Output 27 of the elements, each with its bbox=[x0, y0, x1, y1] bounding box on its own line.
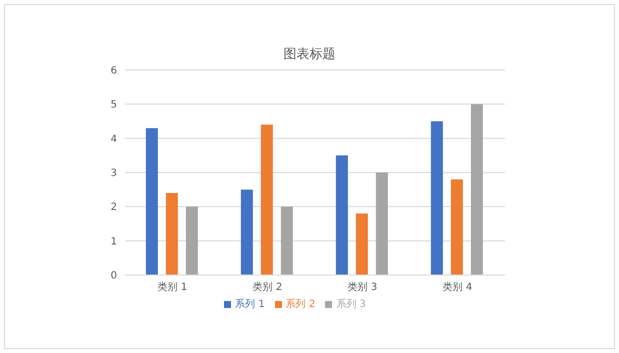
x-tick-label: 类别 2 bbox=[252, 281, 282, 294]
bar bbox=[376, 172, 388, 275]
bar bbox=[166, 193, 178, 275]
y-tick-label: 5 bbox=[110, 100, 117, 111]
y-tick-label: 1 bbox=[110, 236, 117, 248]
legend-label: 系列 2 bbox=[286, 299, 316, 310]
bar bbox=[336, 155, 348, 275]
bar bbox=[260, 124, 273, 275]
bar bbox=[450, 179, 463, 275]
bar bbox=[186, 206, 198, 275]
y-tick-label: 0 bbox=[110, 270, 117, 282]
bar bbox=[430, 121, 443, 275]
bar bbox=[240, 190, 253, 275]
bar bbox=[356, 214, 368, 275]
x-tick-label: 类别 1 bbox=[158, 281, 188, 294]
y-tick-label: 3 bbox=[110, 168, 117, 180]
chart-title: 图表标题 bbox=[282, 46, 336, 63]
legend-label: 系列 1 bbox=[235, 299, 265, 310]
bar bbox=[280, 206, 293, 275]
bar bbox=[470, 104, 483, 275]
y-tick-label: 6 bbox=[110, 66, 117, 77]
y-tick-label: 4 bbox=[110, 134, 117, 145]
legend-label: 系列 3 bbox=[336, 299, 366, 310]
bar bbox=[146, 128, 158, 275]
y-tick-label: 2 bbox=[110, 202, 117, 214]
x-tick-label: 类别 3 bbox=[348, 281, 378, 294]
x-tick-label: 类别 4 bbox=[442, 281, 472, 294]
